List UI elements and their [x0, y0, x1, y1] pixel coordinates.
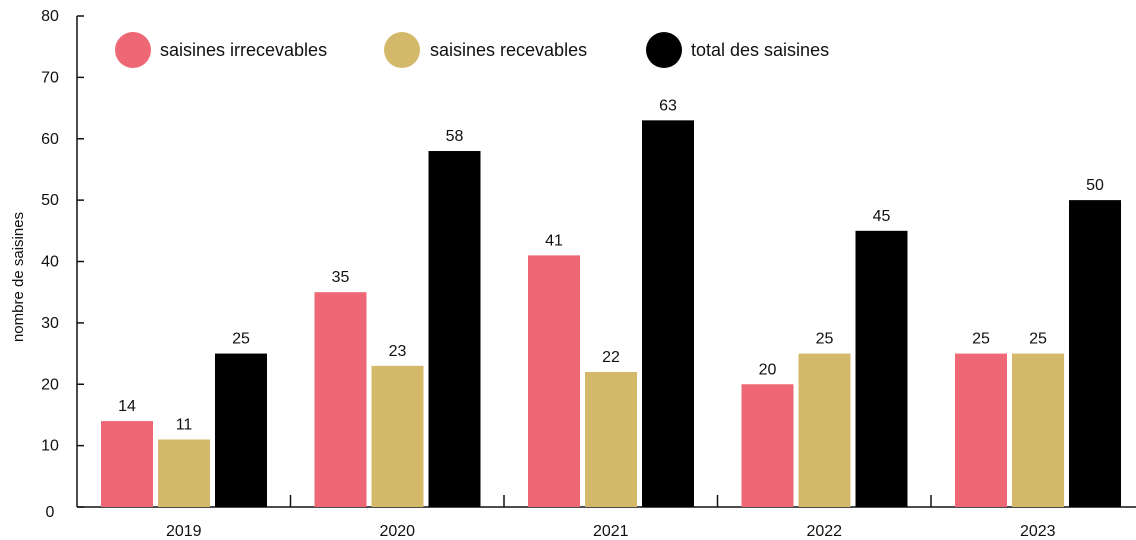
y-tick-label-30: 30 — [41, 315, 59, 332]
y-tick-label-60: 60 — [41, 131, 59, 148]
bar-2019-total-des-saisines — [215, 353, 267, 507]
bar-2020-saisines-recevables — [371, 365, 424, 507]
bar-2021-saisines-recevables — [585, 371, 637, 507]
legend-label-saisines-recevables: saisines recevables — [430, 40, 587, 60]
bar-2019-saisines-recevables — [158, 439, 210, 507]
value-label-2021-total-des-saisines: 63 — [659, 97, 677, 114]
value-label-2021-saisines-irrecevables: 41 — [545, 232, 563, 249]
y-tick-label-80: 80 — [41, 8, 59, 25]
value-label-2022-saisines-recevables: 25 — [816, 331, 834, 348]
value-label-2022-saisines-irrecevables: 20 — [759, 361, 777, 378]
value-label-2023-saisines-irrecevables: 25 — [972, 331, 990, 348]
legend-label-total-des-saisines: total des saisines — [691, 40, 829, 60]
bar-2021-saisines-irrecevables — [528, 255, 580, 507]
value-label-2023-saisines-recevables: 25 — [1029, 331, 1047, 348]
value-label-2020-saisines-irrecevables: 35 — [332, 269, 350, 286]
value-label-2020-total-des-saisines: 58 — [446, 128, 464, 145]
bar-2022-total-des-saisines — [855, 230, 908, 507]
y-tick-label-20: 20 — [41, 376, 59, 393]
y-tick-label-70: 70 — [41, 69, 59, 86]
y-axis-label: nombre de saisines — [10, 212, 27, 342]
x-tick-label-2021: 2021 — [593, 523, 629, 540]
value-label-2020-saisines-recevables: 23 — [389, 343, 407, 360]
value-label-2019-saisines-irrecevables: 14 — [118, 398, 136, 415]
legend-swatch-saisines-irrecevables — [115, 32, 151, 68]
value-label-2019-saisines-recevables: 11 — [176, 416, 193, 433]
bar-2023-total-des-saisines — [1069, 200, 1121, 507]
bar-2022-saisines-irrecevables — [741, 384, 794, 507]
bar-2023-saisines-recevables — [1012, 353, 1064, 507]
legend: saisines irrecevables saisines recevables… — [115, 32, 829, 68]
bar-2019-saisines-irrecevables — [101, 421, 153, 507]
value-labels: 14 11 25 35 23 58 41 22 63 20 25 45 25 25 50 — [118, 97, 1104, 433]
value-label-2023-total-des-saisines: 50 — [1086, 177, 1104, 194]
value-label-2022-total-des-saisines: 45 — [873, 208, 891, 225]
y-tick-label-50: 50 — [41, 192, 59, 209]
legend-swatch-saisines-recevables — [384, 32, 420, 68]
bar-2020-total-des-saisines — [428, 151, 481, 507]
y-tick-label-10: 10 — [41, 438, 59, 455]
x-tick-label-2020: 2020 — [379, 523, 415, 540]
value-label-2019-total-des-saisines: 25 — [232, 331, 250, 348]
y-tick-label-40: 40 — [41, 254, 59, 271]
x-tick-label-2019: 2019 — [166, 523, 202, 540]
legend-label-saisines-irrecevables: saisines irrecevables — [160, 40, 327, 60]
bar-2023-saisines-irrecevables — [955, 353, 1007, 507]
x-tick-label-2022: 2022 — [806, 523, 842, 540]
value-label-2021-saisines-recevables: 22 — [602, 349, 620, 366]
bar-2022-saisines-recevables — [798, 353, 851, 507]
bars — [101, 120, 1121, 508]
bar-2021-total-des-saisines — [642, 120, 694, 508]
legend-swatch-total-des-saisines — [646, 32, 682, 68]
y-tick-label-0: 0 — [46, 504, 55, 521]
bar-2020-saisines-irrecevables — [314, 292, 367, 507]
x-tick-label-2023: 2023 — [1020, 523, 1056, 540]
